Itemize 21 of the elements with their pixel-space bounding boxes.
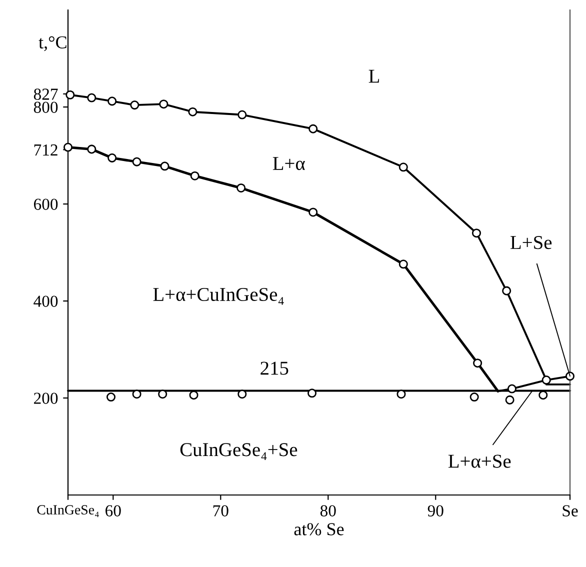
y-tick-label: 400 [34, 296, 58, 307]
annotation: L+α [272, 157, 305, 170]
annotation: L+Se [510, 236, 552, 250]
y-tick-label: 827 [34, 88, 58, 100]
annotation: CuInGeSe₄+Se [180, 443, 298, 460]
annotation: L [368, 70, 379, 83]
x-tick-label: 90 [428, 505, 444, 516]
annotation: L+α+CuInGeSe₄ [153, 288, 284, 305]
y-tick-label: 200 [34, 392, 58, 404]
annotation: L+α+Se [448, 454, 511, 468]
x-tick-label: 70 [213, 505, 228, 516]
y-tick-label: 800 [34, 102, 58, 113]
y-axis-title: t,°C [38, 36, 66, 52]
y-tick-label: 712 [34, 144, 58, 156]
y-tick-label: 600 [34, 198, 58, 210]
x-tick-label: CuInGeSe₄ [37, 505, 99, 518]
x-tick-label: Se [562, 505, 578, 516]
x-tick-label: 80 [320, 505, 336, 516]
x-axis-title: at% Se [294, 523, 344, 536]
annotation: 215 [260, 362, 288, 375]
x-tick-label: 60 [106, 505, 121, 516]
